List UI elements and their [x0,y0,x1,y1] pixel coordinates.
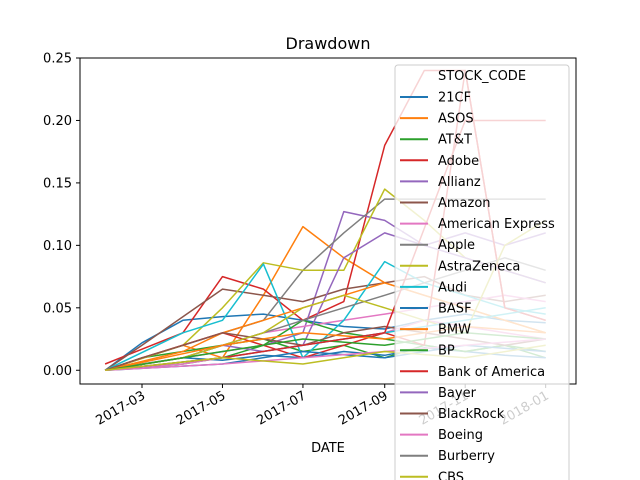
legend-title: STOCK_CODE [438,69,526,84]
x-tick-label: 2017-09 [336,388,391,428]
x-tick-label: 2017-07 [254,388,309,428]
legend-label: AT&T [438,133,472,148]
x-tick-label: 2017-03 [93,388,148,428]
y-axis: 0.00 0.05 0.10 0.15 0.20 0.25 [43,52,80,379]
legend-label: Amazon [438,196,491,211]
legend-label: Allianz [438,175,481,190]
legend-label: BlackRock [438,407,505,422]
legend-box [394,64,570,480]
y-tick-label: 0.05 [43,301,72,316]
legend-label: ASOS [438,112,474,127]
legend-label: Bayer [438,386,477,401]
legend: STOCK_CODE 21CF ASOS AT&T Adobe Allianz Amazo… [394,64,570,480]
plot-frame [79,57,577,385]
y-tick-label: 0.20 [43,114,72,129]
x-axis-label: DATE [311,441,345,456]
y-tick-label: 0.15 [43,176,72,191]
y-tick-label: 0.10 [43,239,72,254]
legend-label: Bank of America [438,365,545,380]
y-tick-label: 0.00 [43,364,72,379]
legend-label: Adobe [438,154,479,169]
legend-label: Burberry [438,449,495,464]
legend-label: Audi [438,280,467,295]
legend-label: Boeing [438,428,483,443]
x-tick-label: 2017-05 [174,388,229,428]
legend-label: BP [438,344,455,359]
legend-label: BASF [438,302,472,317]
legend-label: BMW [438,323,471,338]
legend-label: CBS [438,470,464,480]
legend-label: AstraZeneca [438,259,520,274]
legend-label: Apple [438,238,475,253]
legend-label: 21CF [438,91,471,106]
legend-label: American Express [438,217,555,232]
y-tick-label: 0.25 [43,52,72,67]
chart-title: Drawdown [286,34,371,53]
